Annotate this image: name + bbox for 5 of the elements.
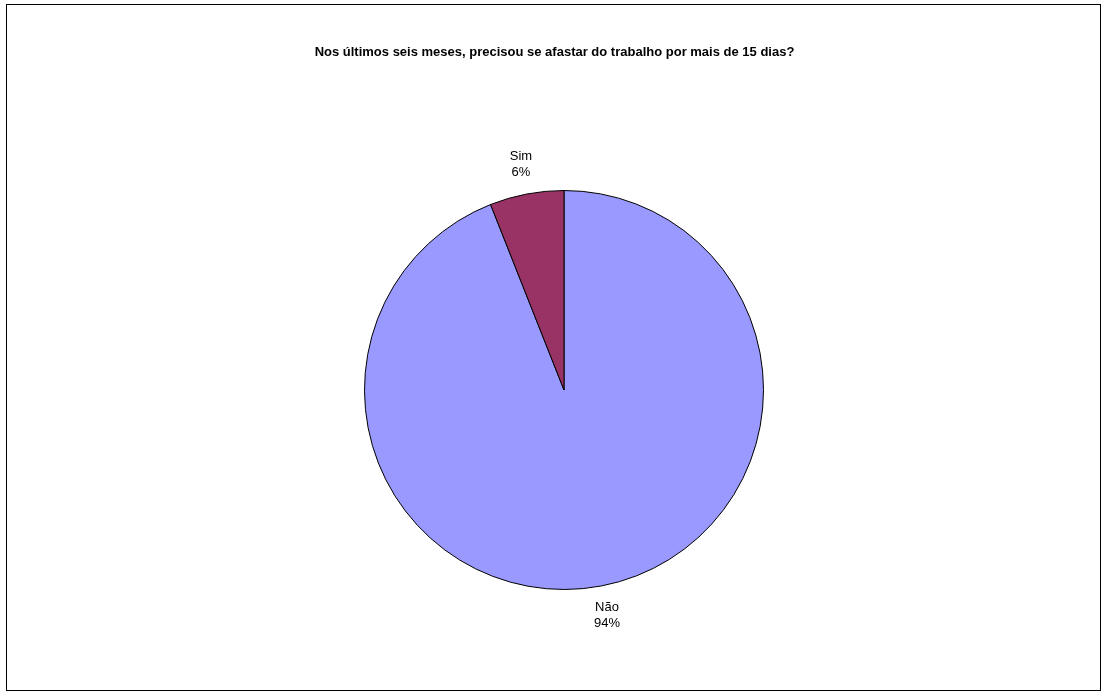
chart-title: Nos últimos seis meses, precisou se afastar do trabalho por mais de 15 dias?: [313, 44, 796, 59]
slice-label: Não: [595, 599, 619, 615]
slice-label: Sim: [509, 148, 533, 164]
data-label: 94%: [593, 615, 621, 631]
data-label: 6%: [511, 164, 531, 180]
